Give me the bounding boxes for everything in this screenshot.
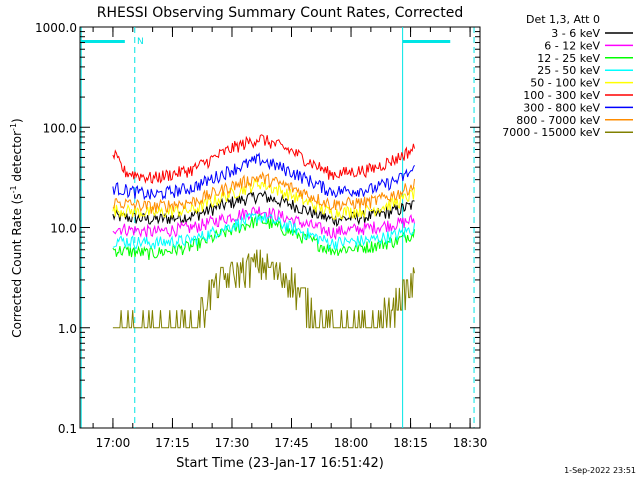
legend-label: 7000 - 15000 keV <box>502 126 600 139</box>
chart-title: RHESSI Observing Summary Count Rates, Co… <box>97 5 463 21</box>
night-bar <box>81 40 125 43</box>
series-line-8 <box>112 249 415 329</box>
y-axis-label-mid: detector <box>10 131 24 186</box>
y-tick-label: 1.0 <box>58 322 77 336</box>
x-tick-label: 17:15 <box>155 436 190 450</box>
legend-label: 3 - 6 keV <box>551 27 600 40</box>
y-tick-label: 10.0 <box>50 222 77 236</box>
y-axis-label-sup2: -1 <box>9 123 18 131</box>
x-tick-label: 17:30 <box>215 436 250 450</box>
legend-label: 25 - 50 keV <box>537 64 600 77</box>
x-tick-label: 17:45 <box>274 436 309 450</box>
y-tick-label: 1000.0 <box>35 21 77 35</box>
series-line-1 <box>112 206 415 241</box>
series-line-5 <box>112 134 415 184</box>
y-axis-label-main: Corrected Count Rate (s <box>10 193 24 337</box>
axis-layer: 17:00 17:15 17:30 17:45 18:00 18:15 18:30 0.1 1.… <box>35 21 487 450</box>
night-bar <box>402 40 451 43</box>
series-line-4 <box>112 177 415 220</box>
series-line-3 <box>112 212 415 250</box>
series-line-6 <box>112 152 415 201</box>
y-axis-label: Corrected Count Rate (s-1 detector-1) <box>9 118 24 337</box>
legend-label: 50 - 100 keV <box>530 77 600 90</box>
timestamp: 1-Sep-2022 23:51 <box>564 466 636 475</box>
series-line-7 <box>112 171 415 214</box>
x-tick-label: 18:30 <box>453 436 488 450</box>
y-axis-label-end: ) <box>10 118 24 123</box>
legend-header: Det 1,3, Att 0 <box>526 13 600 26</box>
legend-label: 12 - 25 keV <box>537 52 600 65</box>
legend-label: 6 - 12 keV <box>544 39 600 52</box>
x-tick-label: 17:00 <box>96 436 131 450</box>
night-label: N <box>137 37 144 47</box>
legend-label: 800 - 7000 keV <box>516 114 600 127</box>
y-tick-label: 100.0 <box>43 121 77 135</box>
plot-frame <box>79 26 481 429</box>
series-line-0 <box>112 189 415 227</box>
y-axis-label-sup1: -1 <box>9 185 18 193</box>
legend-label: 300 - 800 keV <box>523 101 600 114</box>
x-tick-label: 18:00 <box>334 436 369 450</box>
x-tick-label: 18:15 <box>393 436 428 450</box>
legend-label: 100 - 300 keV <box>523 89 600 102</box>
x-axis-label: Start Time (23-Jan-17 16:51:42) <box>176 456 384 471</box>
series-line-2 <box>112 213 415 260</box>
y-tick-label: 0.1 <box>58 422 77 436</box>
series-layer <box>112 134 415 329</box>
